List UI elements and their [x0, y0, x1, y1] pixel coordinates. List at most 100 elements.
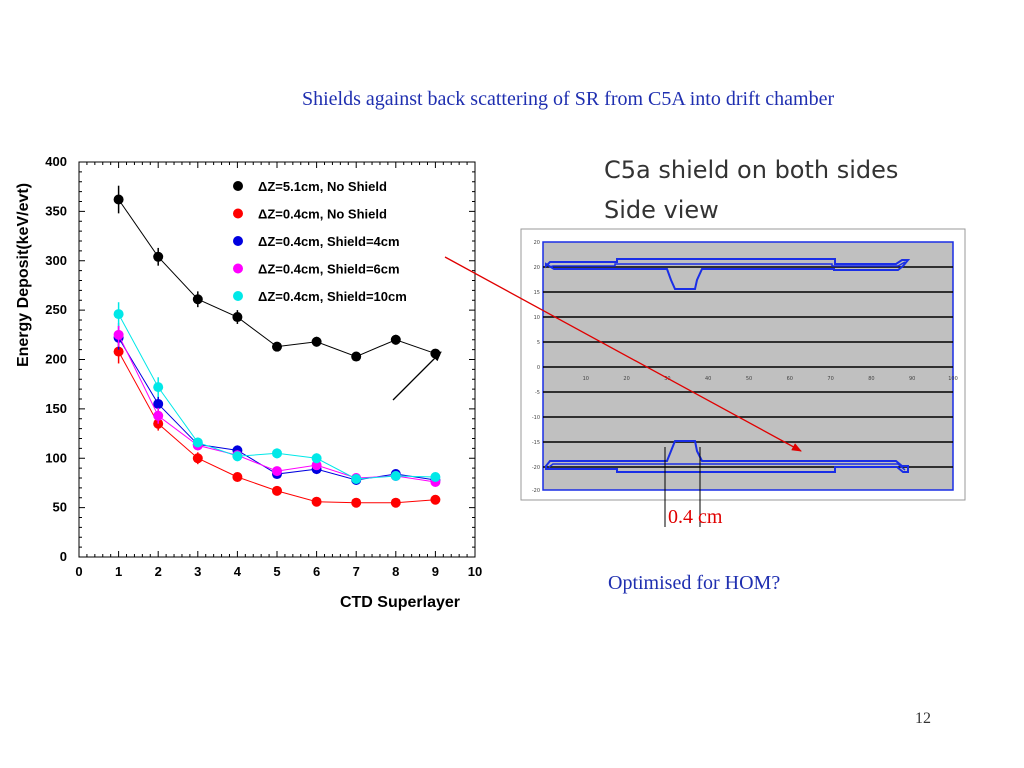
data-point: [153, 410, 164, 421]
data-point: [113, 329, 124, 340]
data-point: [272, 448, 282, 459]
data-point: [311, 496, 322, 507]
data-point: [351, 473, 362, 484]
y-tick-label: 100: [45, 450, 67, 465]
data-point: [232, 451, 243, 462]
data-point: [390, 334, 401, 345]
side-view-y-tick: -10: [532, 415, 540, 421]
side-view-x-tick: 40: [705, 376, 711, 382]
data-point: [272, 341, 282, 352]
y-axis-label: Energy Deposit(keV/evt): [15, 183, 32, 367]
x-tick-label: 2: [155, 564, 162, 579]
x-tick-label: 9: [432, 564, 439, 579]
legend-marker: [233, 236, 243, 246]
side-view-y-tick: 20: [534, 240, 540, 246]
back-scatter-arrow: [444, 256, 802, 452]
series-0: [113, 185, 441, 362]
y-tick-label: 300: [45, 253, 67, 268]
data-point: [351, 351, 362, 362]
side-view-title: C5a shield on both sides Side view: [604, 150, 898, 230]
x-tick-label: 1: [115, 564, 122, 579]
optimised-note: Optimised for HOM?: [608, 572, 781, 594]
side-view-y-tick: 20: [534, 265, 540, 271]
x-axis-label: CTD Superlayer: [340, 594, 460, 611]
side-view-title-line-2: Side view: [604, 196, 719, 224]
side-view-y-tick: 15: [534, 290, 540, 296]
series-line: [118, 334, 436, 483]
y-tick-label: 150: [45, 401, 67, 416]
x-tick-label: 0: [75, 564, 82, 579]
series-1: [113, 339, 441, 508]
x-tick-label: 4: [234, 564, 242, 579]
data-point: [113, 194, 124, 205]
data-point: [153, 382, 164, 393]
y-tick-label: 350: [45, 203, 67, 218]
x-axis-ticks: 0 1 2 3 4 5 6 7 8 9 10: [75, 162, 482, 579]
legend-marker: [233, 291, 243, 301]
side-view-x-ticks: 10 20 30 40 50 60 70 80 90 100: [583, 376, 958, 382]
side-view-plot-area: [542, 241, 954, 491]
slide-title: Shields against back scattering of SR fr…: [302, 88, 835, 110]
x-tick-label: 10: [468, 564, 482, 579]
data-point: [192, 437, 203, 448]
side-view-title-line-1: C5a shield on both sides: [604, 156, 899, 184]
side-view-y-tick: -20: [532, 488, 540, 494]
data-point: [311, 336, 322, 347]
data-point: [390, 497, 401, 508]
y-tick-label: 200: [45, 352, 67, 367]
data-point: [351, 497, 362, 508]
page-number: 12: [915, 710, 931, 727]
data-point: [232, 312, 243, 323]
x-tick-label: 3: [194, 564, 201, 579]
side-view-y-tick: -5: [535, 390, 540, 396]
side-view-y-tick: -15: [532, 440, 540, 446]
data-point: [390, 471, 401, 482]
side-view-y-tick: -20: [532, 465, 540, 471]
data-point: [113, 309, 124, 320]
x-tick-label: 7: [353, 564, 360, 579]
y-tick-label: 50: [53, 500, 67, 515]
y-tick-label: 400: [45, 154, 67, 169]
series-line: [118, 351, 436, 504]
legend-entry: ΔZ=5.1cm, No Shield: [258, 179, 387, 194]
side-view-x-tick: 60: [787, 376, 793, 382]
side-view-x-tick: 90: [909, 376, 915, 382]
data-point: [153, 398, 164, 409]
data-point: [192, 453, 203, 464]
energy-deposit-chart: 0 50 100 150 200 250 300 350 400 0 1 2 3 4 5 6 7 8 9 10 CT…: [15, 154, 482, 611]
side-view-y-tick: 0: [537, 365, 540, 371]
data-point: [430, 494, 441, 505]
data-point: [311, 453, 322, 464]
data-point: [113, 346, 124, 357]
x-tick-label: 8: [392, 564, 399, 579]
side-view-x-tick: 30: [664, 376, 670, 382]
series-layer: [113, 185, 441, 508]
legend-entry: ΔZ=0.4cm, Shield=4cm: [258, 234, 400, 249]
side-view-x-tick: 100: [948, 376, 958, 382]
upper-shield-outline: [545, 258, 911, 290]
data-point: [311, 460, 322, 471]
legend: ΔZ=5.1cm, No Shield ΔZ=0.4cm, No Shield ΔZ…: [233, 179, 407, 304]
data-point: [153, 251, 164, 262]
series-line: [118, 199, 436, 358]
y-axis-ticks: 0 50 100 150 200 250 300 350 400: [45, 154, 475, 564]
side-view-x-tick: 10: [583, 376, 589, 382]
legend-marker: [233, 181, 243, 191]
y-tick-label: 0: [60, 549, 67, 564]
data-point: [272, 485, 282, 496]
x-tick-label: 5: [273, 564, 280, 579]
data-point: [232, 472, 243, 483]
legend-entry: ΔZ=0.4cm, No Shield: [258, 207, 387, 222]
legend-entry: ΔZ=0.4cm, Shield=6cm: [258, 262, 400, 277]
chart-annotation-arrow: [392, 351, 442, 401]
upper-shield-inner: [548, 261, 906, 268]
legend-entry: ΔZ=0.4cm, Shield=10cm: [258, 289, 407, 304]
side-view-y-tick: 10: [534, 315, 540, 321]
side-view-x-tick: 80: [868, 376, 874, 382]
series-line: [118, 337, 436, 481]
side-view-x-tick: 20: [623, 376, 629, 382]
side-view-x-tick: 70: [827, 376, 833, 382]
legend-marker: [233, 208, 243, 219]
